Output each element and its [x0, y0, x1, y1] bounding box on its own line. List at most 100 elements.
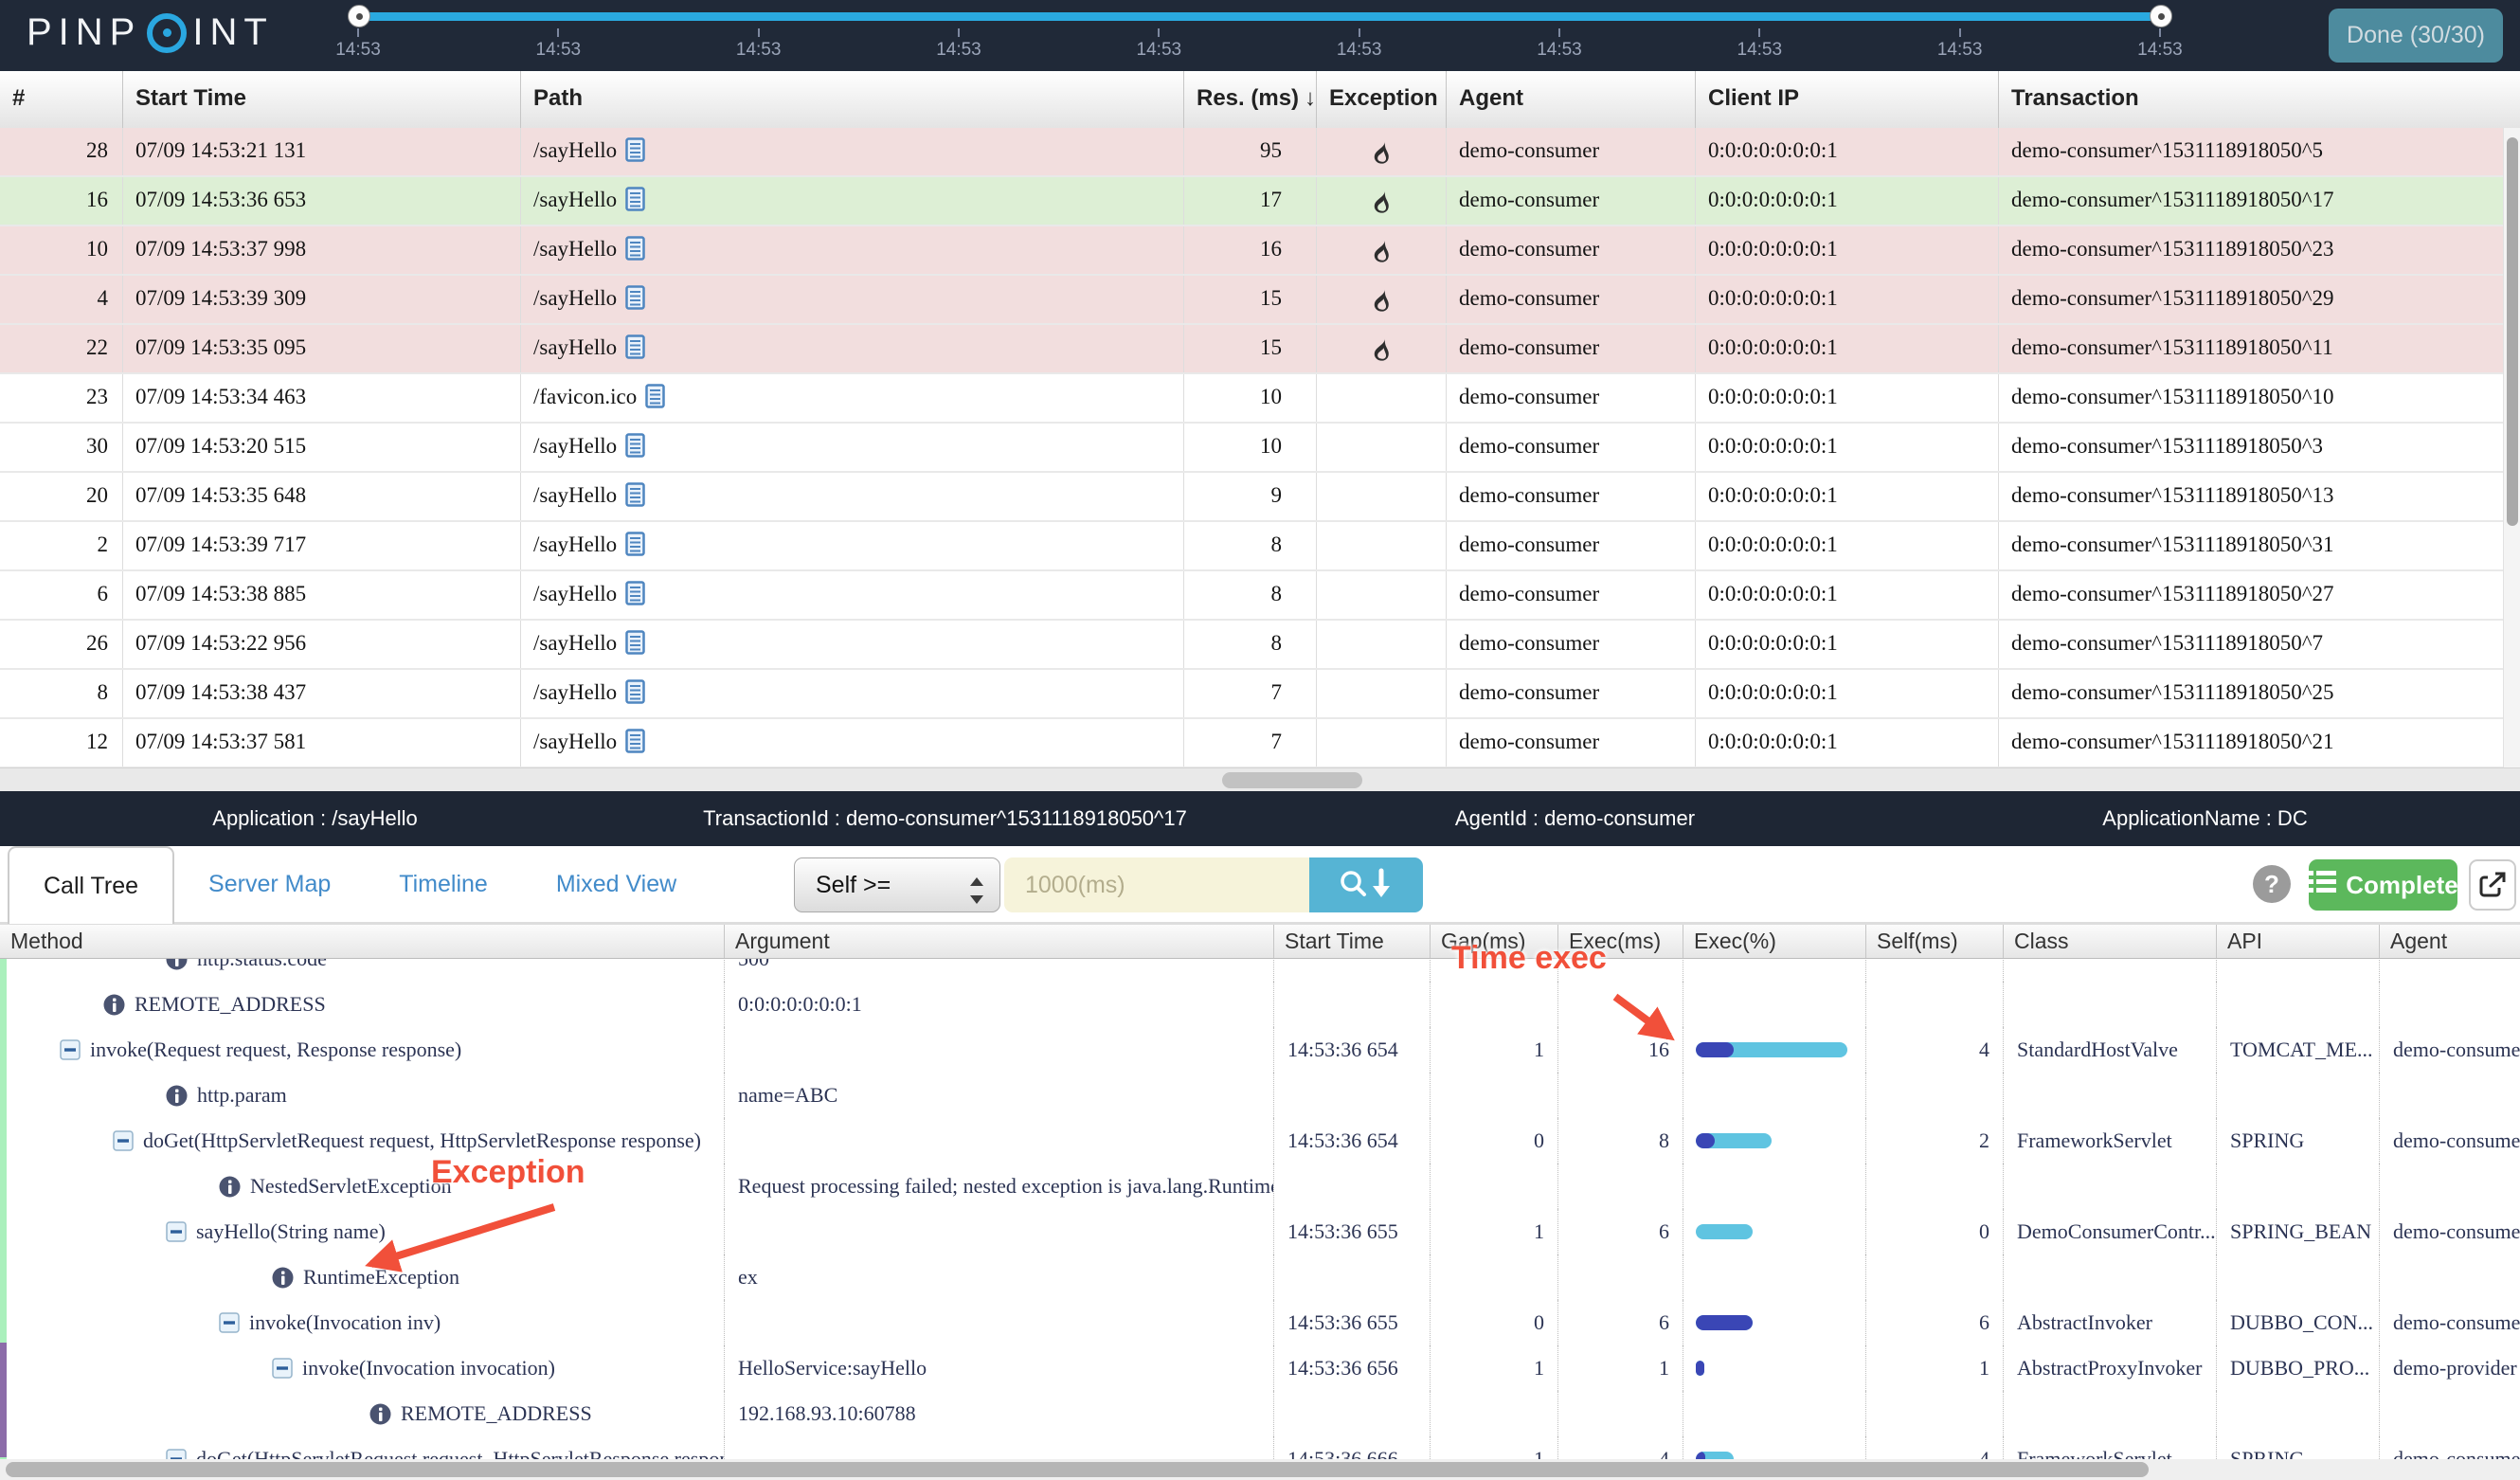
help-icon[interactable]: ?: [2253, 865, 2291, 903]
transaction-row[interactable]: 4 07/09 14:53:39 309 /sayHello 15 demo-c…: [0, 276, 2520, 325]
col-header-agent[interactable]: Agent: [1447, 71, 1696, 128]
col-header-path[interactable]: Path: [521, 71, 1184, 128]
transaction-detail-icon[interactable]: [625, 625, 645, 668]
calltree-row[interactable]: doGet(HttpServletRequest request, HttpSe…: [0, 1118, 2520, 1164]
slider-tick: 14:53: [329, 28, 387, 61]
transaction-detail-icon[interactable]: [625, 231, 645, 274]
transactions-vscrollbar-track[interactable]: [2503, 128, 2520, 767]
ms-threshold-input[interactable]: [1004, 857, 1309, 912]
col-header-exception[interactable]: Exception: [1317, 71, 1447, 128]
calltree-row[interactable]: doGet(HttpServletRequest request, HttpSe…: [0, 1436, 2520, 1459]
transaction-detail-icon[interactable]: [625, 478, 645, 520]
transaction-detail-icon[interactable]: [625, 428, 645, 471]
transaction-row[interactable]: 16 07/09 14:53:36 653 /sayHello 17 demo-…: [0, 177, 2520, 226]
ct-cell-api: [2217, 1254, 2380, 1300]
ct-col-exec-pct[interactable]: Exec(%): [1683, 925, 1866, 958]
slider-handle-right[interactable]: [2150, 5, 2172, 27]
collapse-icon[interactable]: [219, 1312, 240, 1333]
collapse-icon[interactable]: [60, 1039, 81, 1060]
method-label: invoke(Invocation invocation): [302, 1356, 555, 1380]
calltree-row[interactable]: REMOTE_ADDRESS 0:0:0:0:0:0:0:1: [0, 982, 2520, 1027]
col-header-num[interactable]: #: [0, 71, 123, 128]
transaction-row[interactable]: 30 07/09 14:53:20 515 /sayHello 10 demo-…: [0, 424, 2520, 473]
view-tab[interactable]: Server Map: [174, 846, 365, 924]
transaction-row[interactable]: 22 07/09 14:53:35 095 /sayHello 15 demo-…: [0, 325, 2520, 374]
transactions-vscrollbar-thumb[interactable]: [2507, 137, 2518, 526]
col-header-start-time[interactable]: Start Time: [123, 71, 521, 128]
ct-col-self[interactable]: Self(ms): [1866, 925, 2004, 958]
ct-cell-method: invoke(Invocation inv): [0, 1300, 725, 1345]
collapse-icon[interactable]: [166, 1221, 187, 1242]
transaction-row[interactable]: 2 07/09 14:53:39 717 /sayHello 8 demo-co…: [0, 522, 2520, 571]
transaction-row[interactable]: 6 07/09 14:53:38 885 /sayHello 8 demo-co…: [0, 571, 2520, 621]
sort-desc-icon[interactable]: ↓: [1305, 85, 1317, 111]
ct-col-agent[interactable]: Agent: [2390, 929, 2448, 953]
col-header-client-ip[interactable]: Client IP: [1696, 71, 1999, 128]
cell-start-time: 07/09 14:53:37 998: [123, 226, 521, 274]
ct-col-gap[interactable]: Gap(ms): [1431, 925, 1558, 958]
collapse-icon[interactable]: [166, 1449, 187, 1459]
transaction-detail-icon[interactable]: [625, 527, 645, 569]
path-text: /sayHello: [533, 532, 618, 556]
complete-button[interactable]: Complete: [2308, 859, 2458, 911]
exception-flame-icon: [1370, 137, 1393, 175]
col-header-transaction[interactable]: Transaction: [2011, 85, 2139, 111]
collapse-icon[interactable]: [272, 1358, 293, 1379]
ct-col-api[interactable]: API: [2217, 925, 2380, 958]
ct-col-method[interactable]: Method: [0, 925, 725, 958]
transaction-detail-icon[interactable]: [625, 133, 645, 175]
calltree-row[interactable]: invoke(Invocation invocation) HelloServi…: [0, 1345, 2520, 1391]
ct-col-exec[interactable]: Exec(ms): [1558, 925, 1683, 958]
transaction-detail-icon[interactable]: [625, 280, 645, 323]
transaction-detail-icon[interactable]: [625, 330, 645, 372]
tab-label: Call Tree: [44, 873, 139, 899]
transaction-row[interactable]: 12 07/09 14:53:37 581 /sayHello 7 demo-c…: [0, 719, 2520, 767]
collapse-icon[interactable]: [113, 1130, 134, 1151]
transaction-row[interactable]: 28 07/09 14:53:21 131 /sayHello 95 demo-…: [0, 128, 2520, 177]
transaction-row[interactable]: 26 07/09 14:53:22 956 /sayHello 8 demo-c…: [0, 621, 2520, 670]
ct-cell-exec: 8: [1558, 1118, 1683, 1164]
calltree-row[interactable]: NestedServletException Request processin…: [0, 1164, 2520, 1209]
done-button[interactable]: Done (30/30): [2329, 9, 2503, 63]
transaction-row[interactable]: 23 07/09 14:53:34 463 /favicon.ico 10 de…: [0, 374, 2520, 424]
ct-col-start-time[interactable]: Start Time: [1274, 925, 1431, 958]
slider-handle-left[interactable]: [348, 5, 370, 27]
calltree-row[interactable]: http.status.code 500: [0, 959, 2520, 982]
transaction-detail-icon[interactable]: [625, 576, 645, 619]
col-header-res[interactable]: Res. (ms) ↓: [1184, 71, 1317, 128]
search-button[interactable]: [1309, 857, 1423, 912]
transaction-row[interactable]: 8 07/09 14:53:38 437 /sayHello 7 demo-co…: [0, 670, 2520, 719]
cell-res-ms: 17: [1184, 177, 1317, 225]
export-button[interactable]: [2469, 859, 2516, 911]
calltree-row[interactable]: invoke(Invocation inv) 14:53:36 655 0 6 …: [0, 1300, 2520, 1345]
ct-col-argument[interactable]: Argument: [725, 925, 1274, 958]
exception-flame-icon: [1370, 187, 1393, 225]
exec-percent-bar: [1696, 1042, 1847, 1057]
cell-exception: [1317, 719, 1447, 767]
transactions-hscrollbar-thumb[interactable]: [1222, 772, 1362, 788]
calltree-row[interactable]: RuntimeException ex: [0, 1254, 2520, 1300]
ct-cell-exec-bar: [1683, 1164, 1866, 1209]
transaction-detail-icon[interactable]: [625, 182, 645, 225]
transaction-row[interactable]: 20 07/09 14:53:35 648 /sayHello 9 demo-c…: [0, 473, 2520, 522]
calltree-row[interactable]: invoke(Request request, Response respons…: [0, 1027, 2520, 1073]
self-filter-select[interactable]: Self >=: [794, 857, 1000, 912]
ct-cell-agent: [2380, 1073, 2520, 1118]
calltree-row[interactable]: sayHello(String name) 14:53:36 655 1 6 0…: [0, 1209, 2520, 1254]
transactions-hscrollbar-track[interactable]: [0, 767, 2520, 792]
time-range-slider-track[interactable]: [358, 12, 2160, 21]
ct-col-class[interactable]: Class: [2004, 925, 2217, 958]
view-tab[interactable]: Mixed View: [522, 846, 711, 924]
view-tab[interactable]: Timeline: [365, 846, 522, 924]
calltree-hscrollbar-thumb[interactable]: [6, 1462, 2149, 1477]
transaction-detail-icon[interactable]: [645, 379, 665, 422]
transaction-detail-icon[interactable]: [625, 724, 645, 767]
logo-text-right: INT: [192, 11, 274, 53]
calltree-hscrollbar-track[interactable]: [0, 1459, 2520, 1480]
calltree-row[interactable]: REMOTE_ADDRESS 192.168.93.10:60788: [0, 1391, 2520, 1436]
ct-cell-exec-bar: [1683, 1300, 1866, 1345]
calltree-row[interactable]: http.param name=ABC: [0, 1073, 2520, 1118]
transaction-row[interactable]: 10 07/09 14:53:37 998 /sayHello 16 demo-…: [0, 226, 2520, 276]
view-tab[interactable]: Call Tree: [8, 846, 175, 926]
transaction-detail-icon[interactable]: [625, 675, 645, 717]
